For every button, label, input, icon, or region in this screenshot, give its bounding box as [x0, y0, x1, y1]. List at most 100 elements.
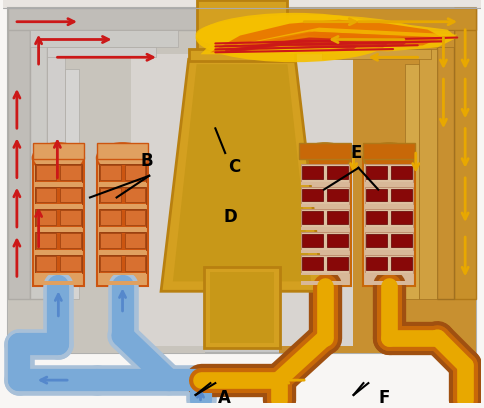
Bar	[327, 166, 348, 179]
Ellipse shape	[299, 143, 350, 173]
Bar	[365, 204, 413, 207]
Bar	[99, 232, 146, 250]
Bar	[366, 211, 387, 224]
Bar	[60, 210, 81, 225]
Bar	[366, 188, 387, 202]
Bar	[124, 256, 145, 271]
Polygon shape	[225, 38, 408, 52]
Bar	[36, 165, 56, 180]
Ellipse shape	[97, 143, 148, 173]
Bar	[299, 158, 350, 286]
Bar	[365, 250, 413, 253]
Bar	[211, 272, 273, 343]
Bar	[301, 282, 348, 285]
Ellipse shape	[196, 13, 393, 62]
Bar	[365, 282, 413, 285]
Bar	[391, 166, 412, 179]
Polygon shape	[220, 35, 428, 52]
Bar	[99, 209, 146, 227]
Bar	[35, 232, 82, 250]
Bar	[301, 182, 348, 185]
Bar	[124, 165, 145, 180]
Bar	[36, 188, 56, 202]
Bar	[8, 8, 206, 30]
Polygon shape	[161, 59, 323, 291]
Bar	[8, 8, 206, 353]
Bar	[301, 186, 348, 204]
Bar	[33, 143, 84, 159]
Bar	[327, 188, 348, 202]
Ellipse shape	[196, 15, 423, 54]
Bar	[301, 204, 348, 207]
Bar	[365, 186, 413, 204]
Bar	[35, 182, 82, 185]
Bar	[302, 166, 323, 179]
Text: F: F	[378, 389, 390, 407]
Polygon shape	[215, 28, 457, 52]
Bar	[301, 232, 348, 250]
Bar	[278, 8, 476, 353]
Bar	[36, 210, 56, 225]
Bar	[100, 210, 121, 225]
Bar	[8, 8, 30, 299]
Bar	[366, 234, 387, 247]
Text: A: A	[218, 389, 231, 407]
Polygon shape	[230, 40, 388, 52]
Bar	[99, 182, 146, 185]
Bar	[363, 158, 415, 286]
Bar	[97, 158, 148, 286]
Polygon shape	[215, 31, 447, 52]
Ellipse shape	[33, 143, 84, 173]
Bar	[363, 143, 415, 159]
Bar	[301, 250, 348, 253]
Bar	[405, 64, 419, 299]
Bar	[365, 227, 413, 230]
Bar	[100, 188, 121, 202]
Bar	[3, 0, 481, 8]
Bar	[35, 273, 82, 275]
Bar	[124, 188, 145, 202]
Bar	[99, 282, 146, 285]
Bar	[302, 211, 323, 224]
Bar	[301, 164, 348, 182]
Text: E: E	[351, 144, 362, 162]
Bar	[301, 209, 348, 227]
Bar	[365, 255, 413, 273]
Bar	[365, 209, 413, 227]
Bar	[366, 166, 387, 179]
Bar	[437, 30, 454, 299]
Bar	[8, 8, 476, 353]
Bar	[391, 211, 412, 224]
Polygon shape	[173, 64, 311, 282]
Bar	[365, 273, 413, 275]
Bar	[33, 158, 84, 286]
Bar	[302, 257, 323, 270]
Bar	[99, 255, 146, 273]
Bar	[35, 204, 82, 207]
Bar	[60, 165, 81, 180]
Bar	[278, 8, 476, 30]
Bar	[35, 209, 82, 227]
Bar	[306, 30, 454, 47]
Bar	[419, 49, 437, 299]
Bar	[36, 233, 56, 248]
Bar	[35, 186, 82, 204]
Bar	[60, 233, 81, 248]
Bar	[35, 164, 82, 182]
Bar	[391, 234, 412, 247]
Bar	[391, 188, 412, 202]
Bar	[301, 273, 348, 275]
Bar	[327, 234, 348, 247]
Polygon shape	[235, 42, 359, 52]
Bar	[365, 182, 413, 185]
Bar	[302, 234, 323, 247]
Bar	[299, 143, 350, 159]
Bar	[454, 8, 476, 299]
Bar	[99, 204, 146, 207]
Bar	[391, 257, 412, 270]
Bar	[35, 255, 82, 273]
Bar	[301, 255, 348, 273]
Bar	[30, 30, 178, 47]
Bar	[36, 256, 56, 271]
Bar	[132, 54, 352, 346]
